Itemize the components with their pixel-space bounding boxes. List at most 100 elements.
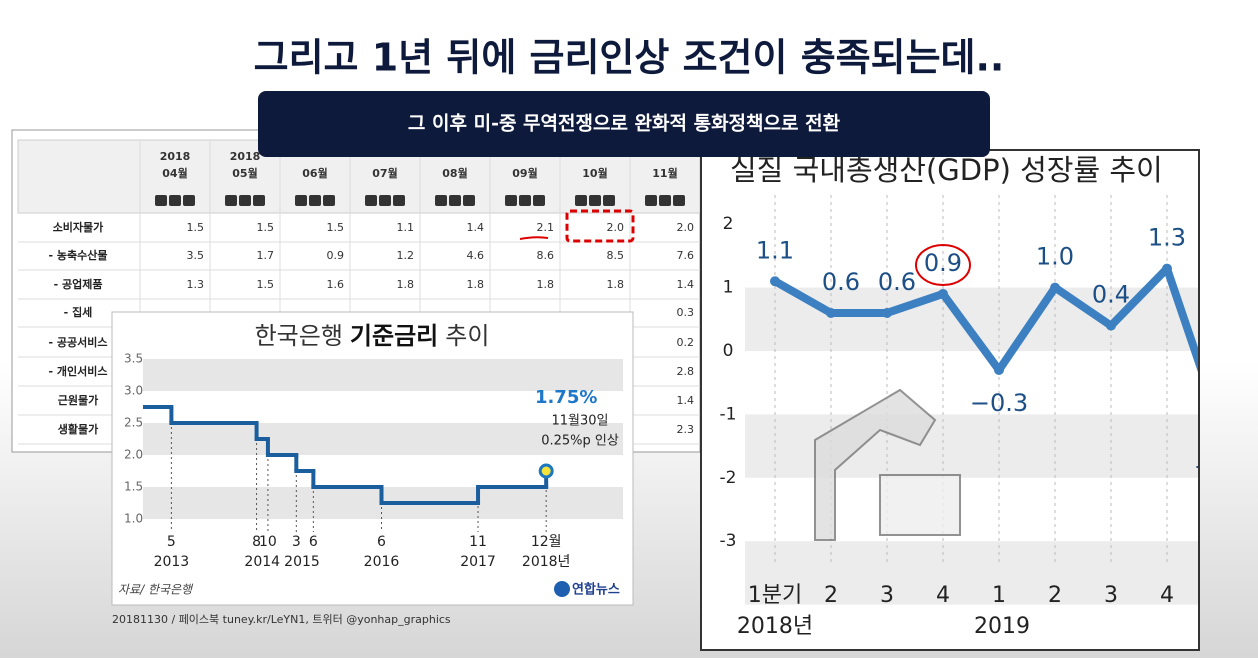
x-tick-label: 1분기 — [748, 583, 802, 608]
month: 10월 — [582, 166, 607, 180]
y-tick-label: 2.0 — [124, 448, 143, 462]
sort-icon — [435, 195, 447, 206]
value-label: 1.0 — [1036, 243, 1074, 271]
year-label: 2015 — [284, 554, 320, 570]
y-tick-label: 1.0 — [124, 512, 143, 526]
sort-icon — [365, 195, 377, 206]
cell: 1.8 — [537, 278, 555, 291]
row-label: 생활물가 — [58, 422, 98, 436]
sort-icon — [575, 195, 587, 206]
x-tick-label: 1 — [992, 583, 1006, 608]
y-tick-label: 3.5 — [124, 352, 143, 366]
x-tick-label: 2 — [1048, 583, 1062, 608]
x-tick-label: 2 — [824, 583, 838, 608]
sort-icon — [295, 195, 307, 206]
sort-icon — [393, 195, 405, 206]
cell: 4.6 — [467, 249, 485, 262]
sort-icon — [183, 195, 195, 206]
x-tick-label: 3 — [1104, 583, 1118, 608]
sort-icon — [379, 195, 391, 206]
row-label: - 집세 — [64, 305, 93, 319]
sort-icon — [603, 195, 615, 206]
value-label: 1.75% — [535, 387, 597, 408]
rate-title: 한국은행 기준금리 추이 — [255, 322, 490, 350]
source: 자료/ 한국은행 — [118, 583, 194, 597]
band — [745, 287, 1198, 351]
sort-icon — [225, 195, 237, 206]
month: 06월 — [302, 166, 327, 180]
year-label: 2019 — [974, 614, 1030, 639]
cell: 2.8 — [677, 365, 695, 378]
point — [994, 365, 1004, 376]
x-tick-label: 10 — [259, 534, 277, 550]
cell: 8.6 — [537, 249, 555, 262]
x-tick-label: 8 — [252, 534, 261, 550]
cell: 8.5 — [607, 249, 625, 262]
y-tick-label: 3.0 — [124, 384, 143, 398]
year-label: 2013 — [154, 554, 190, 570]
sort-icon — [309, 195, 321, 206]
x-tick-label: 6 — [377, 534, 386, 550]
cell: 7.6 — [677, 249, 695, 262]
title-part: 추이 — [445, 322, 489, 350]
cell: 1.8 — [397, 278, 415, 291]
title-part: 한국은행 — [255, 322, 343, 350]
cell: 1.8 — [607, 278, 625, 291]
y-tick-label: -1 — [720, 404, 737, 424]
sort-icon — [659, 195, 671, 206]
cell: 2.1 — [537, 221, 555, 234]
year-label: 2018년 — [737, 614, 813, 639]
logo: 연합뉴스 — [572, 582, 620, 598]
band — [745, 414, 1198, 478]
cell: 1.4 — [677, 394, 695, 407]
x-tick-label: 12월 — [531, 534, 562, 550]
x-tick-label: 3 — [292, 534, 301, 550]
cell: 1.4 — [467, 221, 485, 234]
value-label: −0.3 — [970, 389, 1028, 417]
banner: 그 이후 미-중 무역전쟁으로 완화적 통화정책으로 전환 — [408, 113, 841, 135]
value-label: 1.1 — [756, 236, 794, 264]
title-part: 기준금리 — [350, 322, 438, 350]
cell: 1.3 — [187, 278, 205, 291]
cell: 1.5 — [257, 278, 275, 291]
year: 2018 — [160, 150, 191, 163]
underline-mark — [519, 236, 549, 240]
cell: 1.5 — [327, 221, 345, 234]
sort-icon — [169, 195, 181, 206]
row-label: - 농축수산물 — [49, 248, 108, 262]
band — [143, 359, 623, 391]
point — [938, 288, 948, 299]
month: 04월 — [162, 166, 187, 180]
row-label: 소비자물가 — [53, 220, 104, 234]
y-tick-label: -2 — [720, 468, 737, 488]
y-tick-label: 1 — [723, 278, 734, 298]
cell: 1.1 — [397, 221, 415, 234]
cell: 3.5 — [187, 249, 205, 262]
icon-money — [879, 474, 961, 536]
x-tick-label: 11 — [469, 534, 487, 550]
cell: 0.9 — [327, 249, 345, 262]
x-tick-label: 5 — [167, 534, 176, 550]
x-tick-label: 4 — [936, 583, 950, 608]
y-tick-label: 2 — [723, 214, 734, 234]
month: 11월 — [652, 166, 677, 180]
y-tick-label: 1.5 — [124, 480, 143, 494]
point — [882, 307, 892, 318]
point — [1106, 320, 1116, 331]
point — [770, 276, 780, 287]
value-label: 1.3 — [1148, 224, 1186, 252]
year-label: 2016 — [364, 554, 400, 570]
point — [1162, 263, 1172, 274]
sort-icon — [533, 195, 545, 206]
month: 08월 — [442, 166, 467, 180]
slide-title: 그리고 1년 뒤에 금리인상 조건이 충족되는데.. — [254, 36, 1005, 80]
month: 05월 — [232, 166, 257, 180]
row-label: 근원물가 — [58, 393, 98, 407]
value-label: 0.9 — [924, 249, 962, 277]
icon — [814, 388, 961, 541]
annotation: 0.25%p 인상 — [541, 434, 619, 449]
cell: 0.2 — [677, 336, 695, 349]
footer: 20181130 / 페이스북 tuney.kr/LeYN1, 트위터 @yon… — [112, 613, 451, 626]
